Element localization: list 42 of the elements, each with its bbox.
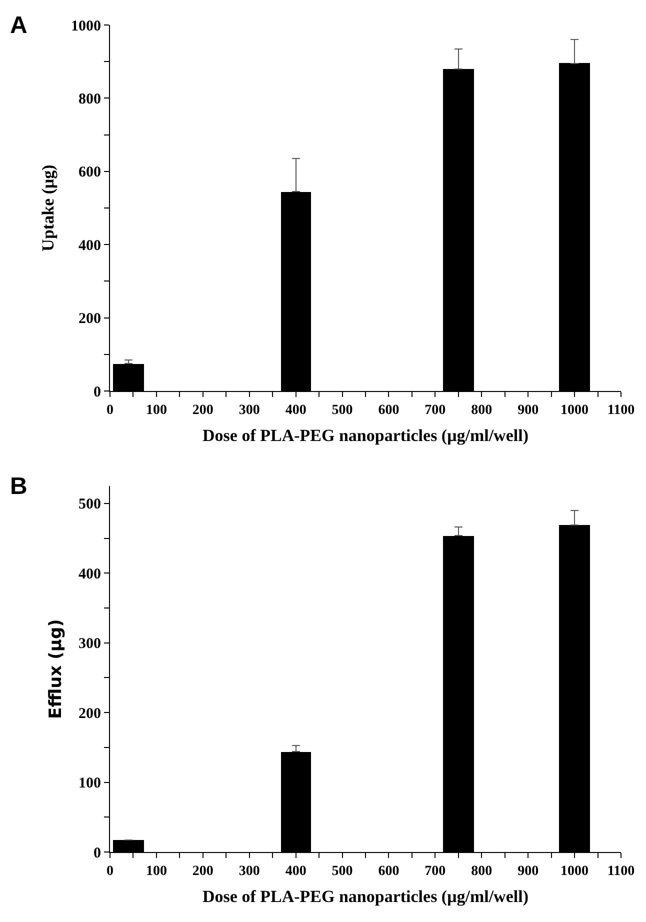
x-tick-label: 900 xyxy=(518,864,539,879)
x-tick-label: 700 xyxy=(424,402,446,418)
y-tick-label: 300 xyxy=(78,636,101,652)
x-tick-label: 1100 xyxy=(607,864,635,879)
x-tick-label: 500 xyxy=(332,864,353,879)
y-tick-label: 400 xyxy=(78,238,101,254)
x-axis-title: Dose of PLA-PEG nanoparticles (μg/ml/well) xyxy=(202,887,528,906)
x-tick-label: 1000 xyxy=(560,864,589,879)
x-tick-label: 1000 xyxy=(560,402,589,418)
y-tick-label: 0 xyxy=(94,384,101,400)
x-tick-label: 600 xyxy=(378,402,400,418)
x-tick-label: 200 xyxy=(192,864,214,879)
x-tick-label: 900 xyxy=(518,402,539,418)
x-tick-label: 300 xyxy=(238,402,260,418)
x-tick-label: 300 xyxy=(238,864,260,879)
x-tick-label: 700 xyxy=(424,864,446,879)
x-tick-label: 100 xyxy=(146,402,167,418)
y-tick-label: 600 xyxy=(78,164,101,181)
x-tick-label: 0 xyxy=(106,864,114,879)
y-tick-label: 100 xyxy=(78,776,101,792)
x-axis-title: Dose of PLA-PEG nanoparticles (μg/ml/well) xyxy=(202,426,528,446)
y-tick-label: 400 xyxy=(78,566,101,582)
y-tick-label: 0 xyxy=(94,845,101,862)
x-tick-label: 600 xyxy=(378,864,400,879)
y-tick-label: 800 xyxy=(78,91,101,108)
y-tick-label: 1000 xyxy=(71,18,101,34)
y-tick-label: 200 xyxy=(78,311,101,328)
x-tick-label: 800 xyxy=(471,864,492,879)
x-tick-label: 800 xyxy=(471,402,492,418)
y-tick-label: 200 xyxy=(78,706,101,722)
x-tick-label: 1100 xyxy=(607,402,635,418)
y-axis-title: Uptake (μg) xyxy=(38,164,58,252)
x-tick-label: 200 xyxy=(192,402,214,418)
x-tick-label: 400 xyxy=(285,864,306,879)
x-tick-label: 400 xyxy=(285,402,306,418)
x-tick-label: 0 xyxy=(106,402,114,418)
text: A xyxy=(10,12,28,39)
x-tick-label: 100 xyxy=(146,864,167,879)
text: B xyxy=(10,473,28,500)
x-tick-label: 500 xyxy=(332,402,353,418)
y-axis-title: Efflux (μg) xyxy=(46,619,66,719)
y-tick-label: 500 xyxy=(78,496,101,513)
